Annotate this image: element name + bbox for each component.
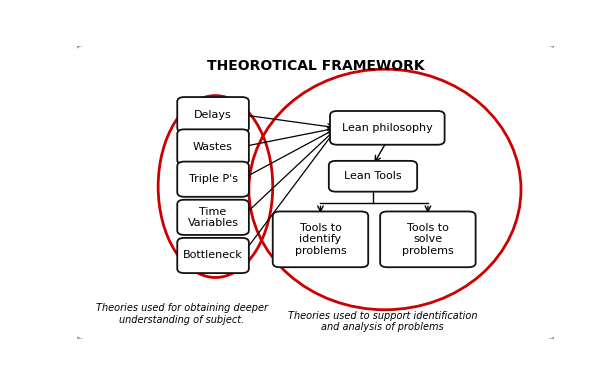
FancyBboxPatch shape — [177, 238, 249, 273]
Text: Lean Tools: Lean Tools — [344, 171, 402, 181]
Text: Lean philosophy: Lean philosophy — [342, 123, 432, 133]
FancyBboxPatch shape — [273, 211, 368, 267]
Text: Time
Variables: Time Variables — [187, 207, 238, 228]
FancyBboxPatch shape — [177, 200, 249, 235]
Text: Theories used for obtaining deeper
understanding of subject.: Theories used for obtaining deeper under… — [96, 303, 268, 325]
FancyBboxPatch shape — [177, 129, 249, 165]
Text: Delays: Delays — [194, 110, 232, 120]
FancyBboxPatch shape — [329, 161, 417, 192]
Text: Tools to
solve
problems: Tools to solve problems — [402, 223, 454, 256]
Text: Theories used to support identification
and analysis of problems: Theories used to support identification … — [288, 311, 477, 332]
Text: Tools to
identify
problems: Tools to identify problems — [294, 223, 346, 256]
Text: Bottleneck: Bottleneck — [183, 250, 243, 261]
Text: Wastes: Wastes — [193, 142, 233, 152]
Text: THEOROTICAL FRAMEWORK: THEOROTICAL FRAMEWORK — [207, 59, 424, 73]
FancyBboxPatch shape — [380, 211, 476, 267]
FancyBboxPatch shape — [330, 111, 445, 145]
FancyBboxPatch shape — [177, 162, 249, 197]
FancyBboxPatch shape — [75, 44, 557, 341]
FancyBboxPatch shape — [177, 97, 249, 132]
Text: Triple P's: Triple P's — [188, 174, 238, 184]
